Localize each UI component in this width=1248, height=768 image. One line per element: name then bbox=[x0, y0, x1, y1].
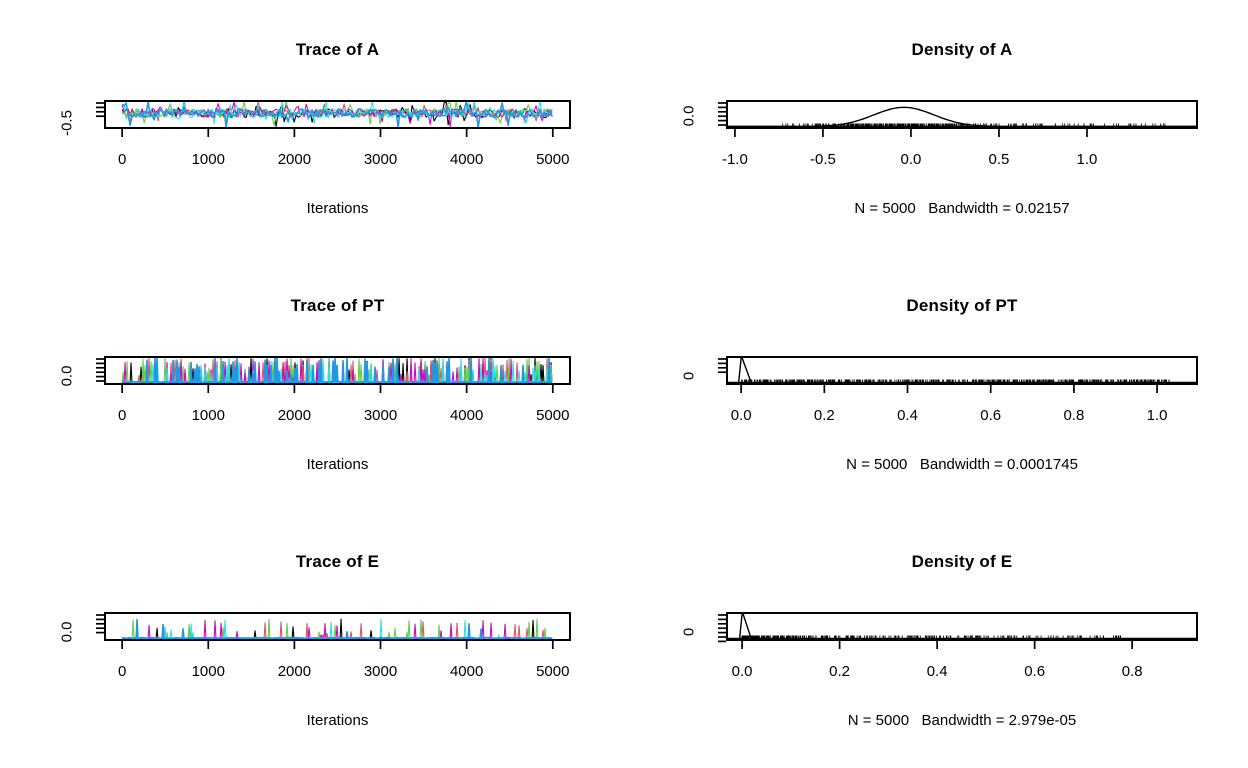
plot-box bbox=[726, 100, 1198, 129]
data-rug bbox=[741, 379, 1170, 383]
x-tick-label: 0.4 bbox=[926, 663, 948, 680]
x-tick-label: 5000 bbox=[536, 407, 570, 424]
x-tick-label: 2000 bbox=[277, 663, 312, 680]
x-tick-label: 1000 bbox=[191, 151, 225, 168]
panel-title: Density of E bbox=[911, 552, 1013, 571]
x-tick-label: 0.5 bbox=[988, 151, 1010, 168]
x-tick-label: 0.0 bbox=[900, 151, 922, 168]
x-tick-label: 5000 bbox=[536, 663, 570, 680]
x-tick-label: 1.0 bbox=[1076, 151, 1098, 168]
panel-density-e: Density of E 0 N = 5000 Bandwidth = 2.97… bbox=[624, 512, 1248, 768]
x-tick-label: 0.6 bbox=[980, 407, 1002, 424]
x-axis-ticks bbox=[121, 385, 554, 393]
trace-lines bbox=[121, 102, 553, 127]
x-tick-label: 3000 bbox=[363, 407, 398, 424]
chain-line bbox=[122, 619, 553, 639]
plot-box bbox=[104, 356, 571, 385]
x-axis-ticks bbox=[121, 129, 554, 137]
x-tick-label: 2000 bbox=[277, 407, 312, 424]
x-tick-label: 0.2 bbox=[829, 663, 851, 680]
density-plot-canvas bbox=[718, 100, 1198, 137]
x-tick-label: 0.0 bbox=[731, 663, 753, 680]
panel-density-a: Density of A 0.0 N = 5000 Bandwidth = 0.… bbox=[624, 0, 1248, 256]
x-tick-label: 0.8 bbox=[1121, 663, 1143, 680]
x-axis-ticks bbox=[740, 385, 1158, 393]
x-tick-label: 3000 bbox=[363, 663, 398, 680]
chain-line bbox=[121, 102, 553, 127]
trace-plot-canvas bbox=[96, 356, 571, 393]
chain-line bbox=[122, 358, 553, 383]
panel-title: Density of PT bbox=[906, 296, 1018, 315]
panel-title: Trace of A bbox=[295, 40, 380, 59]
y-axis-ticks bbox=[96, 102, 104, 118]
x-tick-label: 0 bbox=[117, 663, 127, 680]
density-plot-canvas bbox=[718, 356, 1198, 393]
x-axis-title: Iterations bbox=[306, 456, 369, 473]
panel-title: Trace of PT bbox=[290, 296, 385, 315]
x-tick-label: -1.0 bbox=[721, 151, 748, 168]
x-tick-label: 1.0 bbox=[1146, 407, 1168, 424]
x-tick-label: 4000 bbox=[449, 663, 484, 680]
y-axis-ticks bbox=[96, 358, 104, 382]
plot-box bbox=[104, 612, 571, 641]
density-curve bbox=[728, 358, 1196, 383]
y-axis-ticks bbox=[718, 614, 726, 643]
x-tick-label: 5000 bbox=[536, 151, 570, 168]
trace-plot-canvas bbox=[96, 100, 571, 137]
panel-trace-e: Trace of E 0.0 Iterations 0 1000 2000 3000 4… bbox=[0, 512, 624, 768]
density-stats-label: N = 5000 Bandwidth = 0.0001745 bbox=[846, 456, 1078, 473]
density-spike bbox=[738, 614, 752, 639]
plot-box bbox=[726, 356, 1198, 385]
y-axis-ticks bbox=[96, 614, 104, 634]
x-tick-label: 0.8 bbox=[1063, 407, 1085, 424]
x-tick-label: 0.0 bbox=[730, 407, 752, 424]
x-tick-label: 0.2 bbox=[813, 407, 835, 424]
plot-box bbox=[726, 612, 1198, 641]
x-tick-label: 0 bbox=[117, 407, 127, 424]
chain-line bbox=[121, 618, 553, 639]
x-tick-label: 2000 bbox=[277, 151, 312, 168]
panel-title: Trace of E bbox=[295, 552, 380, 571]
x-tick-label: 0.6 bbox=[1024, 663, 1046, 680]
x-tick-label: 0.4 bbox=[897, 407, 918, 424]
density-stats-label: N = 5000 Bandwidth = 2.979e-05 bbox=[847, 712, 1077, 729]
panel-trace-pt: Trace of PT 0.0 Iterations 0 1000 2000 3000… bbox=[0, 256, 624, 512]
x-tick-label: 1000 bbox=[191, 663, 225, 680]
panel-density-pt: Density of PT 0 N = 5000 Bandwidth = 0.0… bbox=[624, 256, 1248, 512]
data-rug bbox=[782, 123, 1166, 127]
x-tick-label: 0 bbox=[117, 151, 127, 168]
y-axis-ticks bbox=[718, 102, 726, 126]
x-axis-title: Iterations bbox=[306, 712, 369, 729]
x-tick-label: -0.5 bbox=[809, 151, 836, 168]
trace-plot-canvas bbox=[96, 612, 571, 649]
x-axis-title: Iterations bbox=[306, 200, 369, 217]
x-tick-label: 3000 bbox=[363, 151, 398, 168]
density-line bbox=[728, 106, 1196, 127]
density-curve bbox=[728, 614, 1196, 639]
panel-trace-a: Trace of A -0.5 Iterations 0 1000 2000 3000… bbox=[0, 0, 624, 256]
x-tick-label: 4000 bbox=[449, 151, 484, 168]
x-tick-label: 4000 bbox=[449, 407, 484, 424]
panel-title: Density of A bbox=[911, 40, 1013, 59]
density-plot-canvas bbox=[718, 612, 1198, 649]
density-spike bbox=[737, 358, 752, 383]
data-rug bbox=[741, 635, 1122, 639]
plot-box bbox=[104, 100, 571, 129]
x-tick-label: 1000 bbox=[191, 407, 225, 424]
x-axis-ticks bbox=[121, 641, 554, 649]
density-stats-label: N = 5000 Bandwidth = 0.02157 bbox=[854, 200, 1070, 217]
trace-lines bbox=[121, 618, 553, 639]
y-axis-ticks bbox=[718, 358, 726, 374]
x-axis-ticks bbox=[734, 129, 1088, 137]
x-axis-ticks bbox=[741, 641, 1134, 649]
trace-lines bbox=[121, 358, 553, 383]
